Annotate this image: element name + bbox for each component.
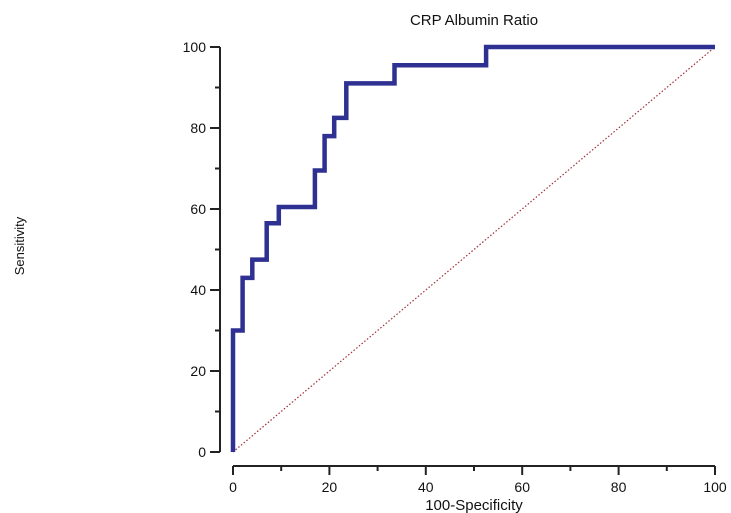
x-tick-label: 100 xyxy=(703,479,727,495)
reference-diagonal-line xyxy=(232,46,716,453)
y-tick-label: 40 xyxy=(190,282,206,298)
y-axis-label: Sensitivity xyxy=(12,216,27,275)
x-tick-label: 0 xyxy=(229,479,237,495)
y-tick-label: 20 xyxy=(190,363,206,379)
x-tick-label: 40 xyxy=(418,479,434,495)
x-tick-label: 80 xyxy=(611,479,627,495)
x-tick-label: 20 xyxy=(322,479,338,495)
series-group xyxy=(230,44,716,453)
y-tick-label: 0 xyxy=(198,444,206,460)
axes: 0 20 40 60 80 100 0 20 40 60 80 100 xyxy=(183,39,727,495)
y-tick-label: 60 xyxy=(190,201,206,217)
x-tick-label: 60 xyxy=(514,479,530,495)
x-axis-label: 100-Specificity xyxy=(425,497,523,513)
y-tick-label: 80 xyxy=(190,120,206,136)
roc-curve-line xyxy=(230,44,715,452)
chart-title: CRP Albumin Ratio xyxy=(410,12,538,29)
y-tick-label: 100 xyxy=(183,39,207,55)
